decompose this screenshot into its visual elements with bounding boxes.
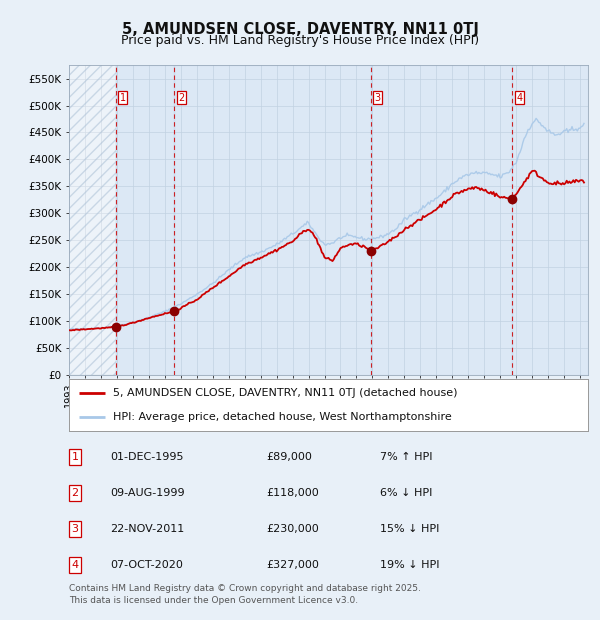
- Bar: [175, 65, 371, 375]
- Text: 22-NOV-2011: 22-NOV-2011: [110, 524, 185, 534]
- Bar: [69, 65, 116, 375]
- Text: 01-DEC-1995: 01-DEC-1995: [110, 452, 184, 462]
- Bar: [512, 65, 588, 375]
- Text: 3: 3: [71, 524, 79, 534]
- Text: 5, AMUNDSEN CLOSE, DAVENTRY, NN11 0TJ (detached house): 5, AMUNDSEN CLOSE, DAVENTRY, NN11 0TJ (d…: [113, 388, 458, 398]
- Text: 7% ↑ HPI: 7% ↑ HPI: [380, 452, 433, 462]
- Bar: [69, 65, 116, 375]
- Bar: [69, 65, 116, 375]
- Text: 1: 1: [71, 452, 79, 462]
- Text: 4: 4: [71, 560, 79, 570]
- Text: £230,000: £230,000: [266, 524, 319, 534]
- Text: Price paid vs. HM Land Registry's House Price Index (HPI): Price paid vs. HM Land Registry's House …: [121, 34, 479, 47]
- Text: 09-AUG-1999: 09-AUG-1999: [110, 488, 185, 498]
- Text: 3: 3: [375, 92, 381, 103]
- Text: Contains HM Land Registry data © Crown copyright and database right 2025.
This d: Contains HM Land Registry data © Crown c…: [69, 584, 421, 605]
- Text: 2: 2: [178, 92, 185, 103]
- Text: 19% ↓ HPI: 19% ↓ HPI: [380, 560, 440, 570]
- Text: 4: 4: [517, 92, 523, 103]
- Text: 1: 1: [119, 92, 125, 103]
- Text: 5, AMUNDSEN CLOSE, DAVENTRY, NN11 0TJ: 5, AMUNDSEN CLOSE, DAVENTRY, NN11 0TJ: [122, 22, 478, 37]
- Text: 6% ↓ HPI: 6% ↓ HPI: [380, 488, 433, 498]
- Text: £327,000: £327,000: [266, 560, 319, 570]
- Text: 2: 2: [71, 488, 79, 498]
- Text: £89,000: £89,000: [266, 452, 312, 462]
- Bar: [116, 65, 175, 375]
- Text: 07-OCT-2020: 07-OCT-2020: [110, 560, 184, 570]
- Bar: [371, 65, 512, 375]
- Text: 15% ↓ HPI: 15% ↓ HPI: [380, 524, 440, 534]
- Text: HPI: Average price, detached house, West Northamptonshire: HPI: Average price, detached house, West…: [113, 412, 452, 422]
- Text: £118,000: £118,000: [266, 488, 319, 498]
